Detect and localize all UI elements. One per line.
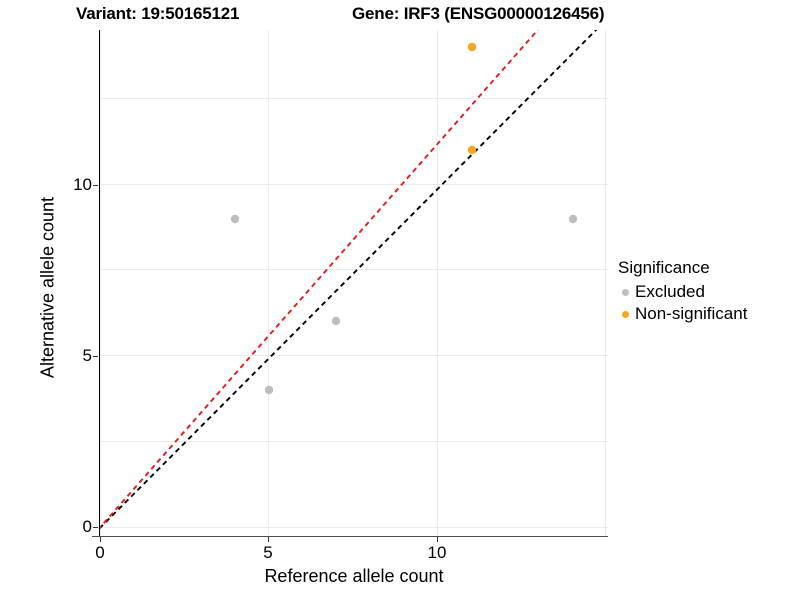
circle-marker-icon [621,288,629,296]
identity-reference-line [100,30,598,530]
y-tick-mark-0 [93,527,98,529]
x-tick-mark-10 [437,537,439,542]
legend: Significance Excluded Non-significant [618,258,798,325]
y-tick-mark-10 [93,185,98,187]
y-tick-label-5: 5 [82,346,92,365]
y-axis-line [99,30,101,537]
legend-title: Significance [618,258,710,277]
legend-item-non-significant[interactable]: Non-significant [618,303,798,325]
legend-key-non-significant [618,303,632,325]
x-tick-label-10: 10 [427,543,447,562]
expected-ratio-reference-line [100,30,539,529]
x-tick-label-0: 0 [95,543,105,562]
x-tick-mark-5 [268,537,270,542]
x-axis-line [92,536,608,538]
data-points-excluded [230,214,578,395]
y-axis-ticks: 0 5 10 [0,0,98,600]
x-axis-title: Reference allele count [264,566,444,586]
x-tick-label-5: 5 [263,543,273,562]
y-tick-label-10: 10 [73,175,92,194]
legend-label-excluded: Excluded [635,282,705,301]
plot-canvas [100,30,608,536]
x-tick-mark-0 [100,537,102,542]
legend-key-excluded [618,281,632,303]
legend-label-non-significant: Non-significant [635,304,748,323]
gridlines [100,30,608,536]
y-tick-label-0: 0 [82,517,92,536]
y-axis-title: Alternative allele count [37,196,58,379]
scatter-plot-panel [100,30,608,536]
y-tick-mark-5 [93,356,98,358]
circle-marker-icon [621,310,629,318]
data-points-non-significant [467,42,477,155]
legend-item-excluded[interactable]: Excluded [618,281,798,303]
gene-title: Gene: IRF3 (ENSG00000126456) [352,4,605,23]
variant-title: Variant: 19:50165121 [76,4,240,23]
